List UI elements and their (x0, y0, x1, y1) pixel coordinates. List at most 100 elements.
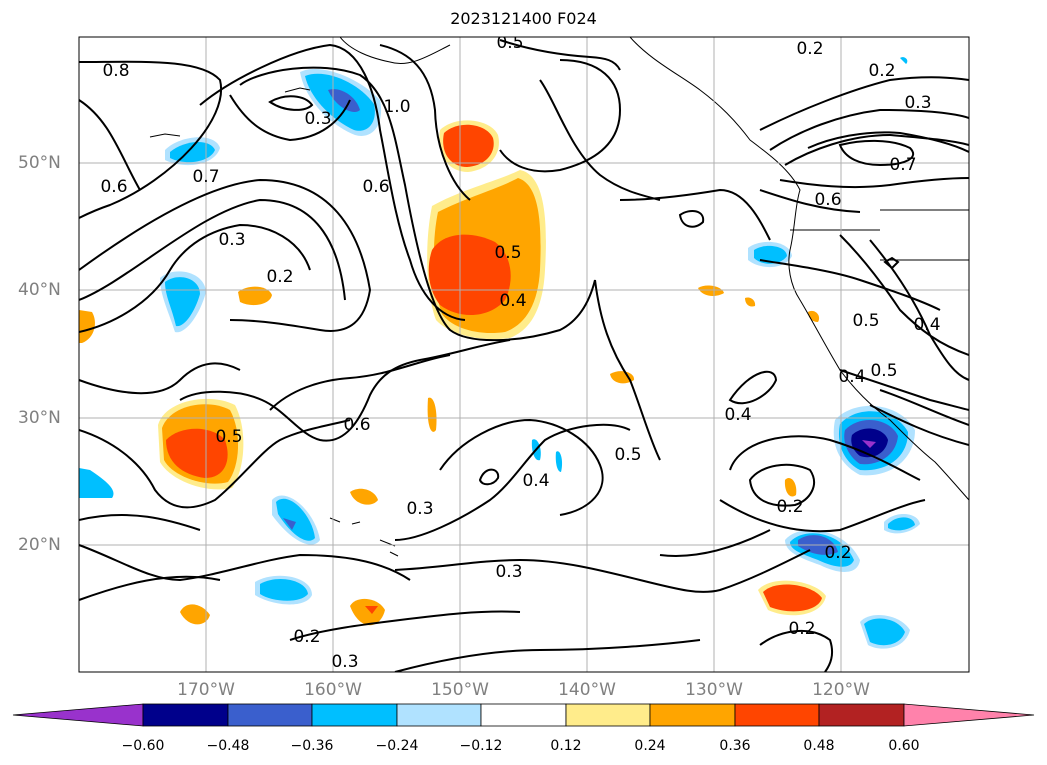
shade-positive (350, 488, 378, 505)
contour-label: 0.3 (904, 93, 931, 113)
contour-label: 0.5 (496, 33, 523, 53)
contour-label: 0.2 (788, 619, 815, 639)
contour-label: 1.0 (383, 97, 410, 117)
colorbar (12, 703, 1035, 727)
contour-label: 0.5 (494, 243, 521, 263)
shade-negative (165, 277, 200, 327)
contour-label: 0.5 (852, 311, 879, 331)
contour-label: 0.3 (331, 652, 358, 672)
shade-positive (763, 584, 822, 612)
colorbar-extend-low (12, 703, 144, 727)
colorbar-label: 0.60 (888, 738, 920, 754)
shade-negative (276, 498, 315, 541)
contour-label: 0.3 (218, 230, 245, 250)
lon-tick-label: 170°W (177, 680, 235, 700)
colorbar-segment (734, 703, 820, 727)
contour-labels: 0.8 0.5 0.2 0.2 0.3 0.3 1.0 0.7 0.6 0.6 … (100, 33, 940, 672)
contour-label: 0.2 (868, 61, 895, 81)
shade-positive (79, 310, 95, 343)
colorbar-label: −0.48 (206, 738, 250, 754)
shade-negative (862, 440, 876, 448)
contour-label: 0.4 (499, 291, 526, 311)
shade-negative (79, 468, 114, 498)
shade-positive (238, 286, 272, 306)
shade-negative (900, 57, 908, 64)
colorbar-label: 0.48 (803, 738, 835, 754)
colorbar-segment (649, 703, 736, 727)
contour-label: 0.6 (343, 415, 370, 435)
map-frame (78, 36, 970, 673)
contour-label: 0.3 (495, 562, 522, 582)
shade-positive (365, 606, 378, 614)
contour-lines (79, 39, 969, 672)
contour-label: 0.2 (776, 497, 803, 517)
colorbar-label: −0.12 (459, 738, 503, 754)
lon-tick-label: 140°W (558, 680, 616, 700)
contour-label: 0.2 (824, 543, 851, 563)
contour-label: 0.4 (522, 471, 549, 491)
shade-negative (864, 618, 905, 646)
contour-label: 0.7 (889, 155, 916, 175)
contour-label: 0.5 (870, 361, 897, 381)
colorbar-segment (396, 703, 482, 727)
contour-label: 0.7 (192, 167, 219, 187)
colorbar-segment (142, 703, 229, 727)
contour-label: 0.4 (838, 367, 865, 387)
shade-positive (180, 604, 210, 625)
colorbar-label: 0.36 (719, 738, 751, 754)
shade-positive (427, 397, 437, 432)
contour-label: 0.3 (304, 109, 331, 129)
contour-label: 0.4 (913, 315, 940, 335)
colorbar-label: 0.12 (550, 738, 582, 754)
colorbar-segment (818, 703, 905, 727)
shade-negative (328, 89, 360, 112)
shade-positive (443, 124, 494, 167)
shade-negative (260, 579, 308, 601)
lat-tick-label: 20°N (18, 535, 61, 555)
contour-label: 0.6 (814, 190, 841, 210)
shade-negative (283, 518, 296, 530)
lat-tick-label: 40°N (18, 280, 61, 300)
map-gridlines (79, 37, 969, 672)
colorbar-segment (565, 703, 651, 727)
contour-label: 0.4 (724, 405, 751, 425)
colorbar-segment (480, 703, 567, 727)
shade-positive (698, 285, 724, 296)
contour-label: 0.3 (406, 499, 433, 519)
contour-label: 0.5 (215, 427, 242, 447)
shade-negative (888, 517, 915, 531)
shade-negative (754, 245, 787, 264)
colorbar-segment (311, 703, 398, 727)
lon-tick-label: 150°W (431, 680, 489, 700)
colorbar-label: −0.60 (121, 738, 165, 754)
shade-positive (166, 428, 228, 478)
colorbar-label: −0.36 (290, 738, 334, 754)
lat-tick-label: 50°N (18, 153, 61, 173)
colorbar-label: 0.24 (634, 738, 666, 754)
shade-positive (428, 234, 511, 316)
contour-label: 0.8 (102, 61, 129, 81)
anomaly-shading (79, 57, 920, 649)
contour-label: 0.5 (614, 445, 641, 465)
contour-label: 0.2 (266, 267, 293, 287)
colorbar-segment (227, 703, 313, 727)
shade-positive (610, 371, 635, 384)
map-plot-area: 0.8 0.5 0.2 0.2 0.3 0.3 1.0 0.7 0.6 0.6 … (79, 33, 969, 672)
colorbar-label: −0.24 (375, 738, 419, 754)
shade-positive (350, 598, 385, 626)
lon-tick-label: 130°W (685, 680, 743, 700)
contour-label: 0.2 (796, 39, 823, 59)
contour-label: 0.6 (100, 177, 127, 197)
shade-positive (745, 297, 756, 307)
lat-tick-label: 30°N (18, 408, 61, 428)
contour-label: 0.6 (362, 177, 389, 197)
colorbar-extend-high (903, 703, 1035, 727)
shade-negative (555, 451, 563, 472)
map-title: 2023121400 F024 (450, 9, 597, 28)
shade-positive (784, 477, 797, 497)
coastlines (149, 37, 969, 557)
lon-tick-label: 120°W (812, 680, 870, 700)
lon-tick-label: 160°W (304, 680, 362, 700)
contour-label: 0.2 (293, 627, 320, 647)
